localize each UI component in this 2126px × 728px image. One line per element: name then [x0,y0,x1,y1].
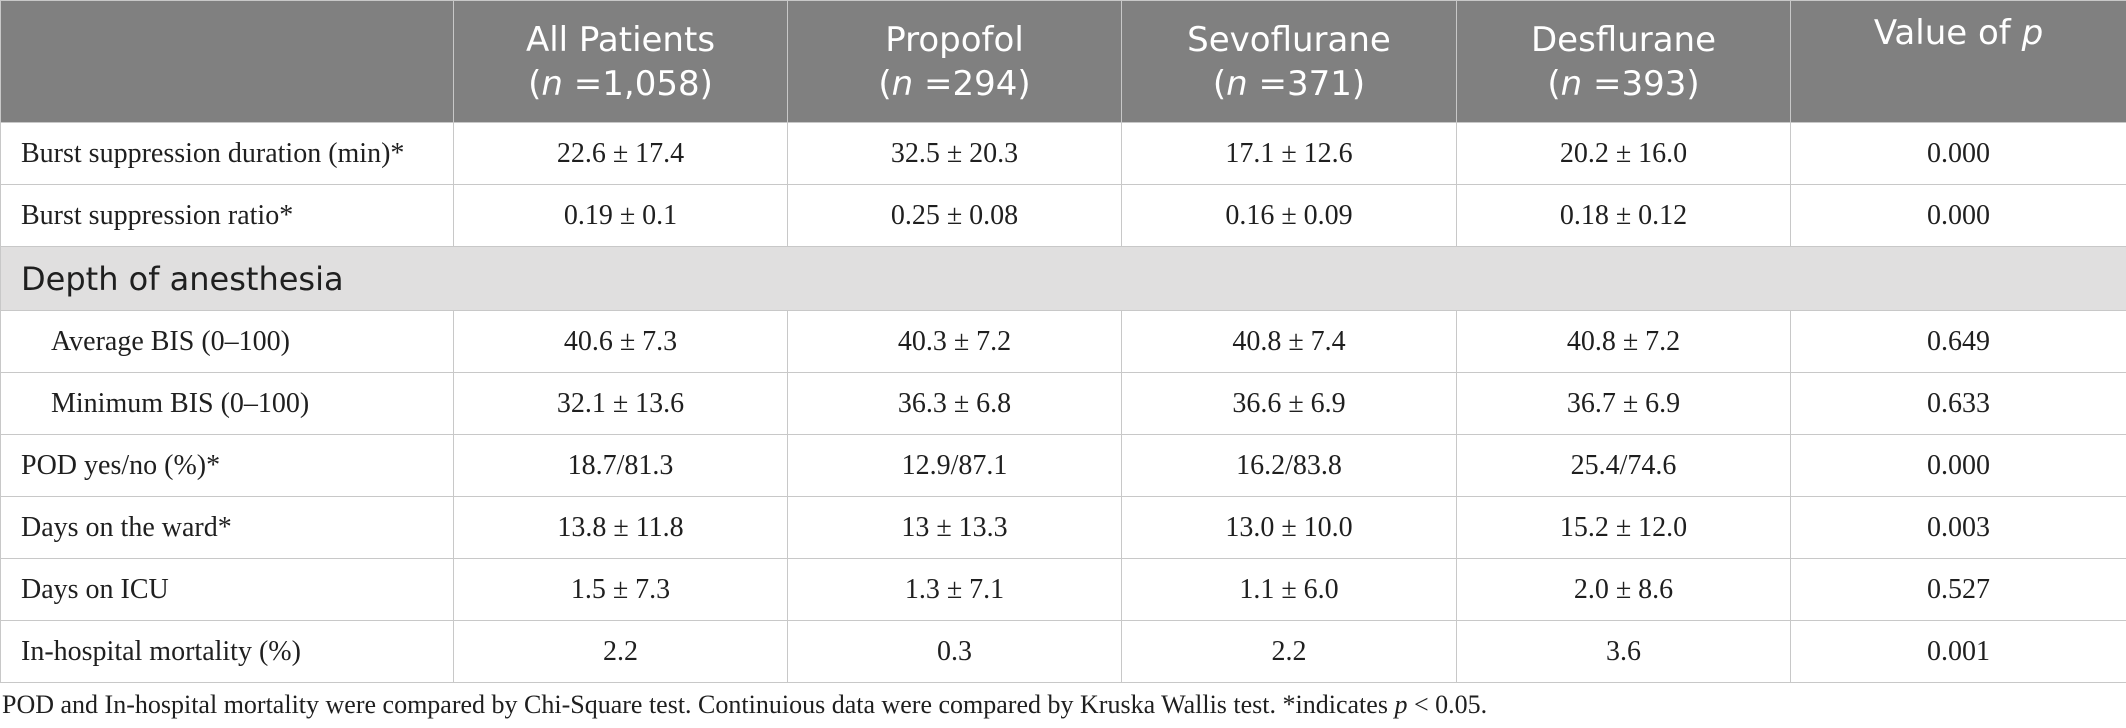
cell-sevoflurane: 2.2 [1121,620,1457,683]
header-propofol: Propofol (n =294) [787,0,1122,123]
cell-sevoflurane: 40.8 ± 7.4 [1121,310,1457,373]
cell-sevoflurane: 0.16 ± 0.09 [1121,184,1457,247]
cell-all: 32.1 ± 13.6 [453,372,788,435]
table-row: Days on ICU 1.5 ± 7.3 1.3 ± 7.1 1.1 ± 6.… [0,558,2126,621]
header-all-patients: All Patients (n =1,058) [453,0,788,123]
n-symbol: n [891,63,914,104]
table-row: In-hospital mortality (%) 2.2 0.3 2.2 3.… [0,620,2126,683]
cell-desflurane: 36.7 ± 6.9 [1456,372,1791,435]
header-n: (n =393) [1547,63,1700,104]
cell-desflurane: 20.2 ± 16.0 [1456,122,1791,185]
cell-sevoflurane: 17.1 ± 12.6 [1121,122,1457,185]
section-row: Depth of anesthesia [0,246,2126,311]
n-symbol: n [1226,63,1248,104]
header-title: Desflurane [1530,19,1717,60]
n-symbol: n [541,63,563,104]
cell-p: 0.633 [1790,372,2126,435]
cell-propofol: 0.25 ± 0.08 [787,184,1122,247]
cell-desflurane: 3.6 [1456,620,1791,683]
cell-propofol: 0.3 [787,620,1122,683]
footnote-text: POD and In-hospital mortality were compa… [2,690,1395,719]
cell-propofol: 12.9/87.1 [787,434,1122,497]
footnote-p-threshold: < 0.05. [1407,690,1488,719]
row-label: In-hospital mortality (%) [0,620,454,683]
cell-p: 0.003 [1790,496,2126,559]
cell-propofol: 40.3 ± 7.2 [787,310,1122,373]
header-title: Sevoflurane [1187,19,1391,60]
n-value: =1,058) [562,63,713,104]
row-label: Average BIS (0–100) [0,310,454,373]
cell-p: 0.649 [1790,310,2126,373]
cell-sevoflurane: 36.6 ± 6.9 [1121,372,1457,435]
cell-sevoflurane: 13.0 ± 10.0 [1121,496,1457,559]
table-row: Days on the ward* 13.8 ± 11.8 13 ± 13.3 … [0,496,2126,559]
cell-all: 1.5 ± 7.3 [453,558,788,621]
header-sevoflurane: Sevoflurane (n =371) [1121,0,1457,123]
header-desflurane: Desflurane (n =393) [1456,0,1791,123]
header-corner-cell [0,0,454,123]
cell-propofol: 1.3 ± 7.1 [787,558,1122,621]
header-n: (n =1,058) [528,63,713,104]
cell-all: 22.6 ± 17.4 [453,122,788,185]
table-row: Burst suppression ratio* 0.19 ± 0.1 0.25… [0,184,2126,247]
p-symbol: p [2021,13,2044,53]
row-label: POD yes/no (%)* [0,434,454,497]
results-table: All Patients (n =1,058) Propofol (n =294… [0,0,2126,683]
cell-p: 0.000 [1790,122,2126,185]
n-value: =393) [1582,63,1700,104]
table-header: All Patients (n =1,058) Propofol (n =294… [0,0,2126,123]
footnote-p-symbol: p [1394,690,1408,719]
cell-propofol: 36.3 ± 6.8 [787,372,1122,435]
cell-sevoflurane: 1.1 ± 6.0 [1121,558,1457,621]
cell-all: 0.19 ± 0.1 [453,184,788,247]
cell-p: 0.000 [1790,434,2126,497]
table-row: POD yes/no (%)* 18.7/81.3 12.9/87.1 16.2… [0,434,2126,497]
p-title: Value of [1873,13,2022,53]
n-symbol: n [1560,63,1583,104]
cell-p: 0.001 [1790,620,2126,683]
table-row: Average BIS (0–100) 40.6 ± 7.3 40.3 ± 7.… [0,310,2126,373]
header-n: (n =371) [1212,63,1366,104]
header-title: All Patients [525,19,716,60]
cell-desflurane: 15.2 ± 12.0 [1456,496,1791,559]
cell-desflurane: 2.0 ± 8.6 [1456,558,1791,621]
cell-desflurane: 40.8 ± 7.2 [1456,310,1791,373]
cell-desflurane: 0.18 ± 0.12 [1456,184,1791,247]
row-label: Minimum BIS (0–100) [0,372,454,435]
cell-desflurane: 25.4/74.6 [1456,434,1791,497]
header-n: (n =294) [878,63,1031,104]
cell-all: 40.6 ± 7.3 [453,310,788,373]
cell-all: 2.2 [453,620,788,683]
cell-p: 0.527 [1790,558,2126,621]
cell-sevoflurane: 16.2/83.8 [1121,434,1457,497]
section-label: Depth of anesthesia [0,246,2126,311]
row-label: Burst suppression duration (min)* [0,122,454,185]
cell-propofol: 13 ± 13.3 [787,496,1122,559]
header-p-value: Value of p [1790,0,2126,123]
table-footnote: POD and In-hospital mortality were compa… [2,689,2122,721]
cell-all: 13.8 ± 11.8 [453,496,788,559]
n-value: =371) [1247,63,1366,104]
row-label: Days on the ward* [0,496,454,559]
table-row: Minimum BIS (0–100) 32.1 ± 13.6 36.3 ± 6… [0,372,2126,435]
table-row: Burst suppression duration (min)* 22.6 ±… [0,122,2126,185]
row-label: Days on ICU [0,558,454,621]
n-value: =294) [913,63,1031,104]
row-label: Burst suppression ratio* [0,184,454,247]
header-title: Propofol [885,19,1024,60]
table-body: Burst suppression duration (min)* 22.6 ±… [0,122,2126,683]
cell-all: 18.7/81.3 [453,434,788,497]
cell-p: 0.000 [1790,184,2126,247]
cell-propofol: 32.5 ± 20.3 [787,122,1122,185]
